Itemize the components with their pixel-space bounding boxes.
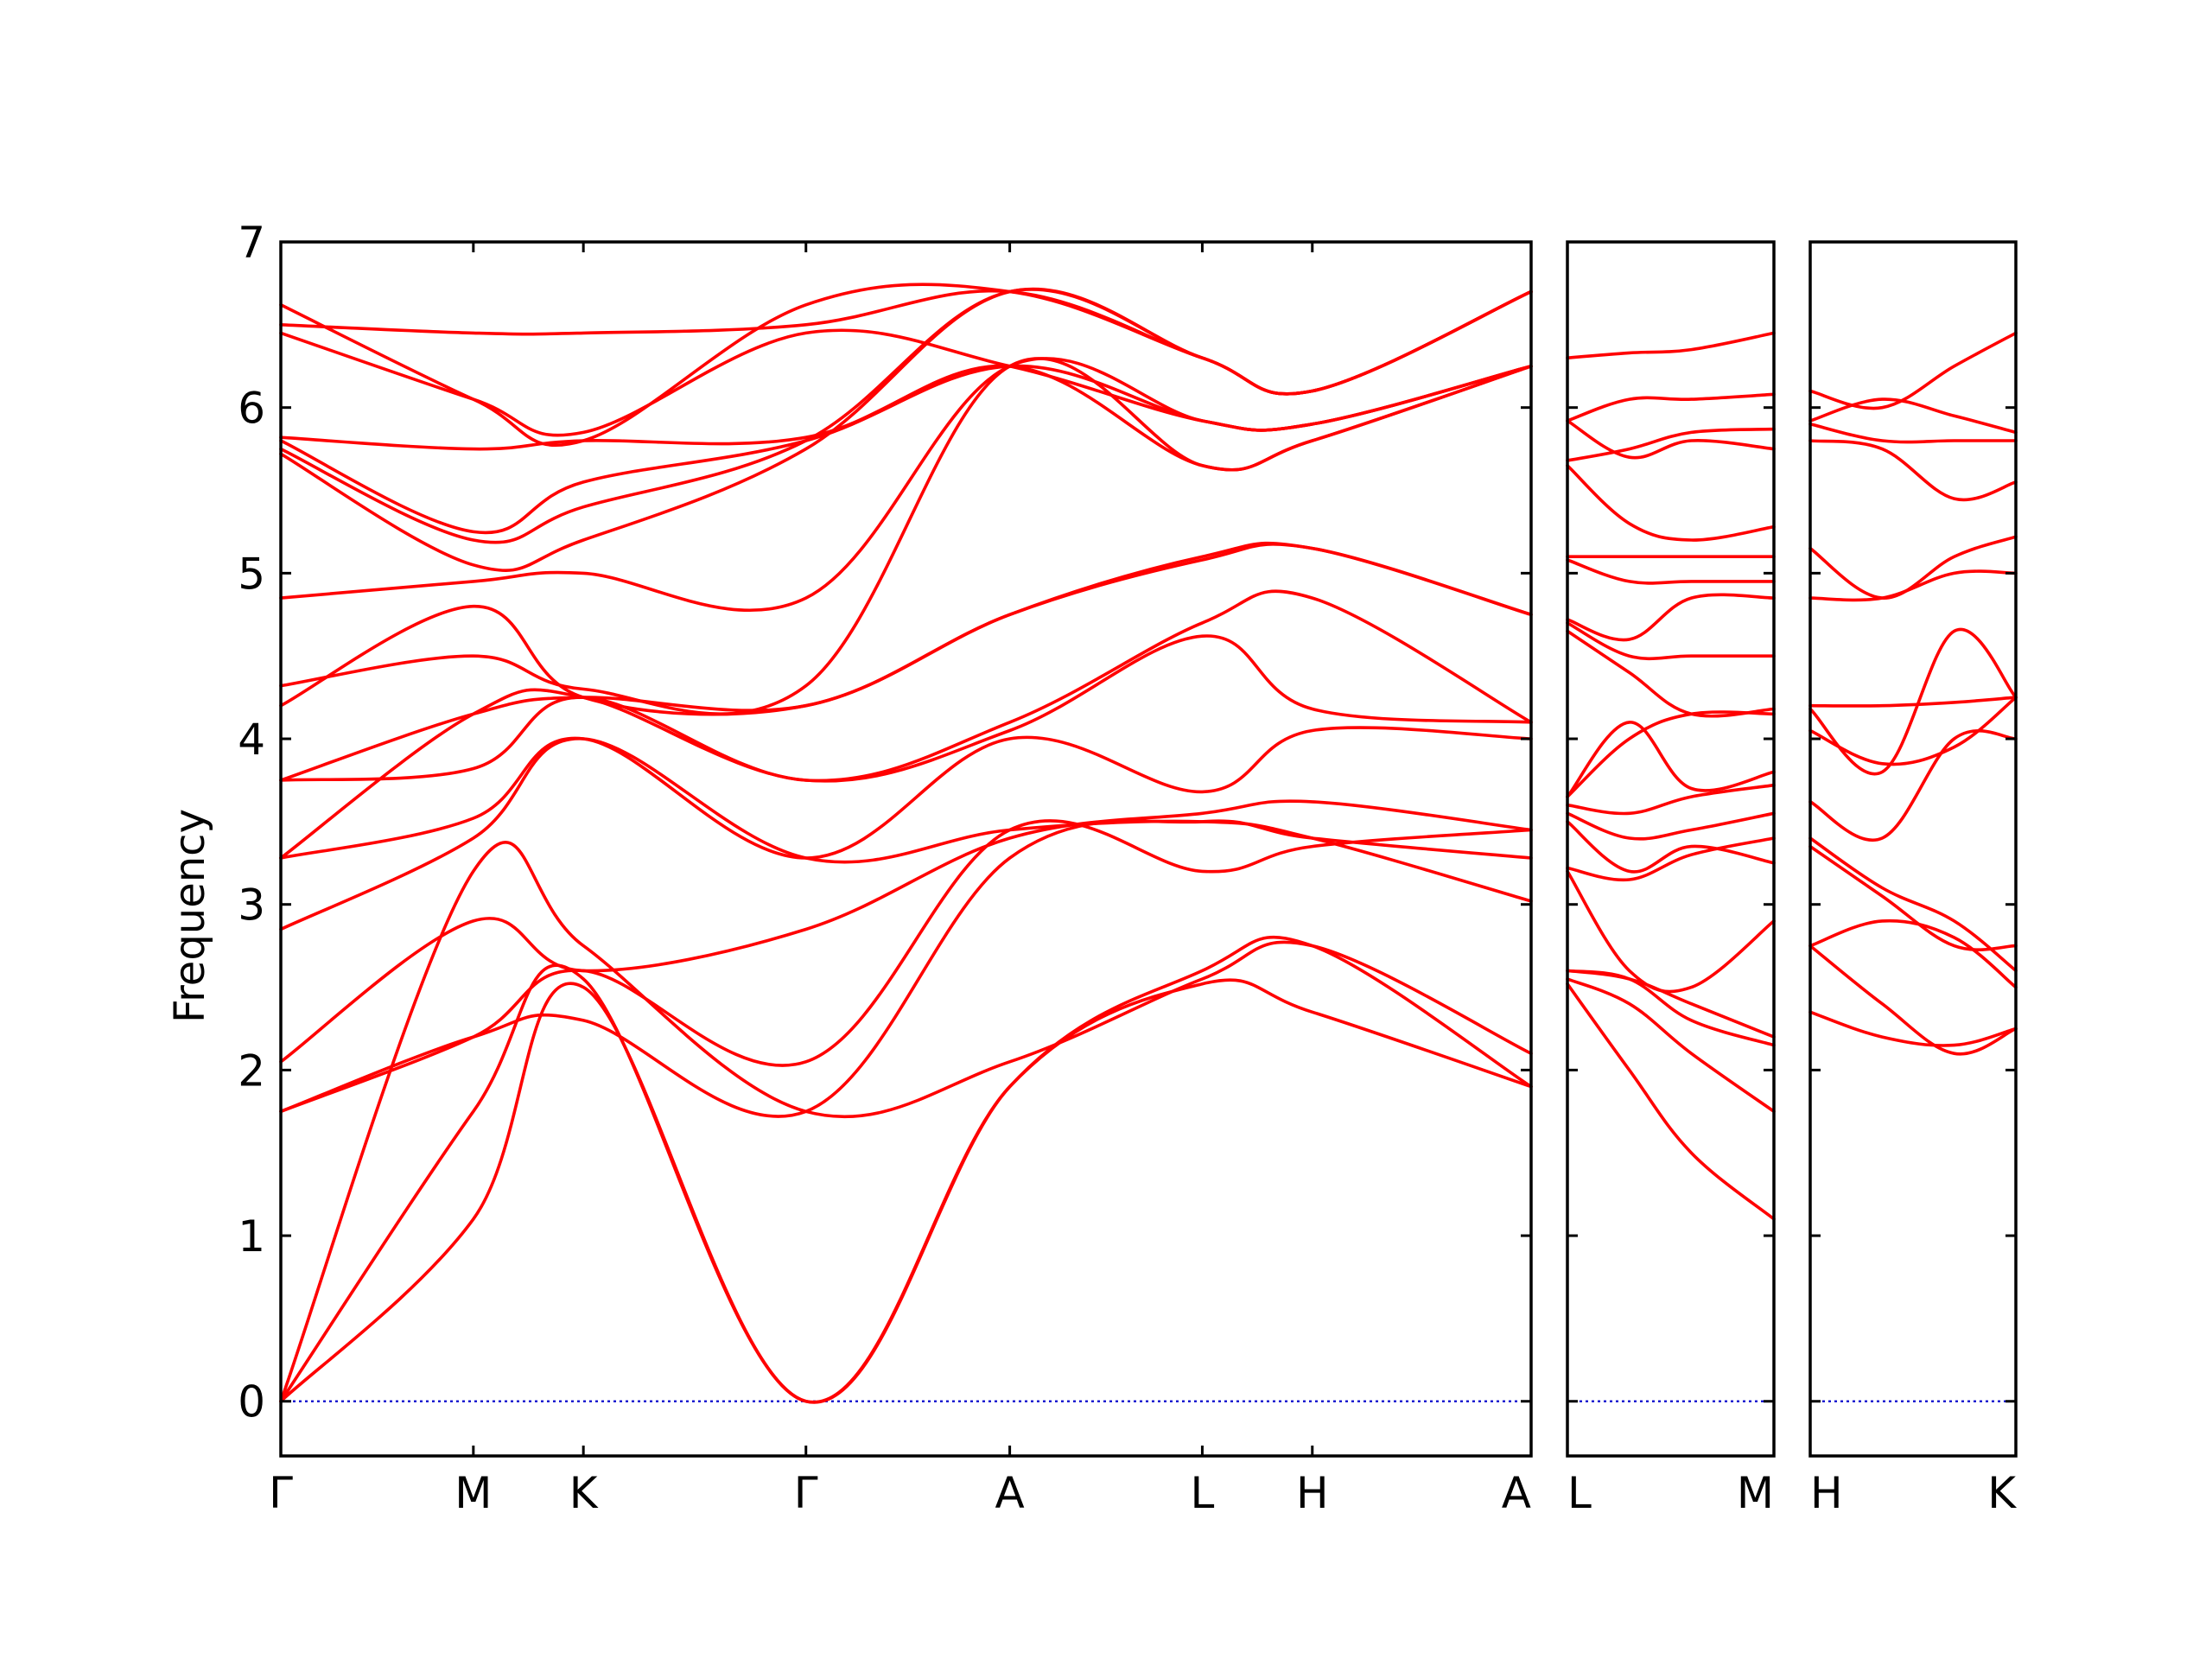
- plot-frame-p2: [1566, 240, 1776, 1458]
- band-p2-19: [1566, 419, 1776, 460]
- band-p3-14: [1808, 397, 2018, 435]
- x-tick-label: K: [569, 1468, 599, 1518]
- panel-main-path: 0 1 2 3 4 5 6 7 Γ M K Γ A L H A: [238, 218, 1533, 1518]
- band-p2-10: [1566, 721, 1776, 798]
- y-tick-label: 1: [238, 1211, 265, 1262]
- band-p2-2: [1566, 977, 1776, 1114]
- band-p2-9: [1566, 783, 1776, 816]
- band-p2-6: [1566, 836, 1776, 882]
- band-p1-8: [279, 726, 1533, 860]
- band-p1-9: [279, 634, 1533, 860]
- band-p2-13: [1566, 621, 1776, 661]
- band-p3-4: [1808, 844, 2018, 952]
- band-p2-5: [1566, 869, 1776, 994]
- x-tick-label: H: [1810, 1468, 1843, 1518]
- x-tick-label: K: [1987, 1468, 2017, 1518]
- band-p3-5: [1808, 836, 2018, 973]
- band-p1-19: [279, 328, 1533, 437]
- band-p1-12: [279, 541, 1533, 716]
- band-p2-4: [1566, 969, 1776, 1047]
- y-axis-label: Frequency: [166, 809, 214, 1023]
- band-p2-8: [1566, 811, 1776, 841]
- band-p3-10: [1808, 569, 2018, 602]
- band-p1-4: [279, 819, 1533, 1118]
- y-tick-label: 7: [238, 218, 265, 268]
- band-p2-7: [1566, 820, 1776, 874]
- band-p3-12: [1808, 439, 2018, 502]
- y-tick-label: 6: [238, 384, 265, 434]
- x-tick-label: L: [1567, 1468, 1592, 1518]
- x-tick-label: M: [454, 1468, 492, 1518]
- band-p2-11: [1566, 710, 1776, 798]
- band-p1-18: [279, 364, 1533, 472]
- plot-frame-p1: [279, 240, 1533, 1458]
- x-tick-label: A: [1502, 1468, 1531, 1518]
- y-tick-label: 3: [238, 880, 265, 931]
- band-p2-18: [1566, 427, 1776, 462]
- band-p2-14: [1566, 593, 1776, 642]
- band-p1-6: [279, 799, 1533, 1064]
- band-p2-17: [1566, 464, 1776, 542]
- x-tick-label: M: [1737, 1468, 1774, 1518]
- band-p1-7: [279, 737, 1533, 931]
- band-p3-13: [1808, 423, 2018, 444]
- band-p3-15: [1808, 331, 2018, 410]
- band-p3-6: [1808, 729, 2018, 842]
- band-p1-5: [279, 819, 1533, 1114]
- x-tick-label: Γ: [794, 1468, 818, 1518]
- band-p1-21: [279, 283, 1533, 448]
- plot-frame-p3: [1808, 240, 2018, 1458]
- band-p2-12: [1566, 629, 1776, 718]
- band-p3-11: [1808, 535, 2018, 600]
- band-p3-1: [1808, 1010, 2018, 1047]
- y-tick-label: 5: [238, 549, 265, 599]
- band-p2-20: [1566, 392, 1776, 423]
- x-tick-label: Γ: [269, 1468, 293, 1518]
- band-p2-15: [1566, 558, 1776, 585]
- x-tick-label: L: [1191, 1468, 1215, 1518]
- band-p1-10: [279, 589, 1533, 783]
- y-tick-label: 2: [238, 1046, 265, 1096]
- band-p3-2: [1808, 944, 2018, 1056]
- x-tick-label: A: [995, 1468, 1024, 1518]
- band-p3-8: [1808, 627, 2018, 776]
- x-tick-label: H: [1296, 1468, 1329, 1518]
- band-p2-21: [1566, 331, 1776, 359]
- band-p3-9: [1808, 696, 2018, 708]
- y-tick-label: 0: [238, 1377, 265, 1427]
- y-tick-label: 4: [238, 715, 265, 765]
- band-p2-1: [1566, 982, 1776, 1221]
- band-p1-2: [279, 935, 1533, 1404]
